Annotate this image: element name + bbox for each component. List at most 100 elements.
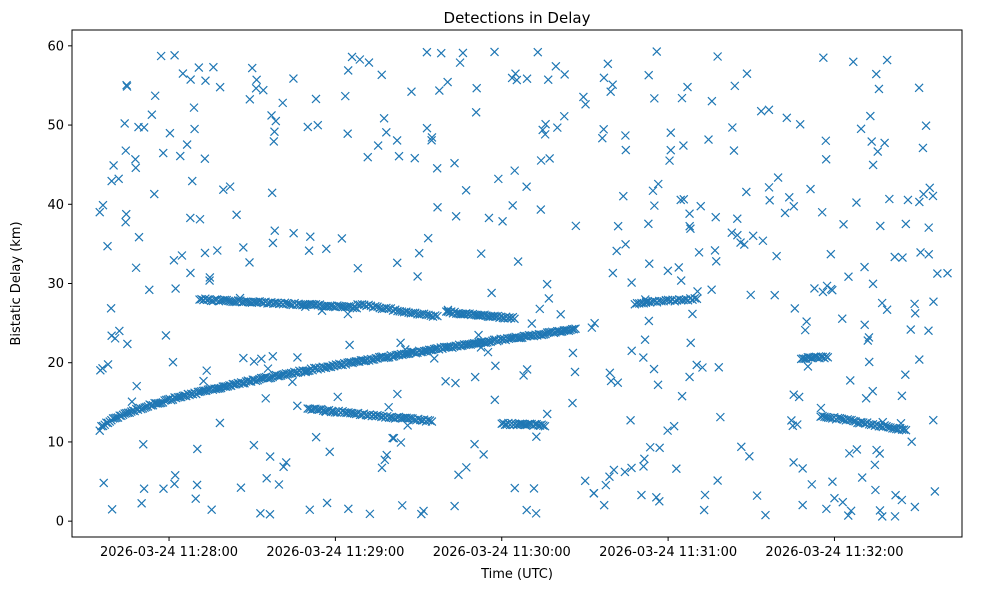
data-point-marker	[379, 304, 389, 314]
data-point-marker	[603, 59, 613, 69]
data-point-marker	[880, 138, 890, 148]
data-point-marker	[199, 376, 208, 386]
data-point-marker	[758, 236, 768, 246]
data-point-marker	[228, 297, 237, 307]
data-point-marker	[838, 497, 848, 507]
data-point-marker	[441, 376, 451, 386]
data-point-marker	[537, 330, 547, 340]
data-point-marker	[422, 47, 432, 57]
data-point-marker	[431, 344, 441, 354]
data-point-marker	[150, 91, 160, 101]
data-point-marker	[377, 463, 387, 473]
data-point-marker	[882, 55, 892, 65]
data-point-marker	[597, 133, 607, 143]
data-point-marker	[901, 219, 911, 229]
data-point-marker	[170, 479, 179, 489]
data-point-marker	[289, 228, 299, 238]
data-point-marker	[552, 123, 562, 133]
data-point-marker	[741, 187, 751, 197]
data-point-marker	[542, 409, 552, 419]
data-point-marker	[856, 124, 866, 134]
data-point-marker	[468, 309, 478, 319]
data-point-marker	[559, 111, 569, 121]
data-point-marker	[677, 93, 687, 103]
data-point-marker	[292, 401, 302, 411]
data-point-marker	[924, 249, 934, 259]
data-point-marker	[382, 450, 392, 460]
data-point-marker	[864, 357, 874, 367]
data-point-marker	[877, 298, 887, 308]
data-point-marker	[147, 110, 157, 120]
x-tick-label: 2026-03-24 11:30:00	[433, 545, 571, 560]
data-point-marker	[513, 257, 523, 266]
data-point-marker	[160, 396, 170, 405]
data-point-marker	[484, 213, 494, 223]
data-point-marker	[613, 221, 623, 231]
data-point-marker	[443, 77, 453, 87]
data-point-marker	[527, 319, 537, 328]
data-point-marker	[930, 487, 940, 496]
data-point-marker	[605, 472, 614, 482]
data-point-marker	[746, 290, 756, 300]
data-point-marker	[874, 84, 884, 94]
data-point-marker	[373, 141, 383, 150]
data-point-marker	[620, 467, 630, 477]
data-point-marker	[388, 433, 398, 443]
data-point-marker	[425, 416, 435, 425]
data-point-marker	[861, 393, 871, 403]
data-point-marker	[559, 326, 569, 336]
data-point-marker	[443, 305, 453, 315]
data-point-marker	[531, 432, 541, 442]
data-point-marker	[580, 476, 590, 486]
data-point-marker	[410, 153, 420, 163]
data-point-marker	[156, 51, 166, 61]
data-point-marker	[353, 263, 363, 273]
data-point-marker	[669, 421, 679, 431]
data-point-marker	[337, 234, 347, 243]
data-point-marker	[794, 392, 804, 402]
data-point-marker	[806, 184, 815, 194]
data-point-marker	[571, 324, 580, 334]
data-point-marker	[694, 247, 704, 257]
data-point-marker	[98, 363, 107, 373]
data-point-marker	[638, 353, 648, 362]
data-point-marker	[300, 302, 310, 312]
data-point-marker	[858, 418, 868, 427]
data-point-marker	[461, 185, 471, 195]
data-point-marker	[415, 415, 425, 425]
data-point-marker	[377, 70, 387, 80]
data-point-marker	[890, 252, 900, 262]
data-point-marker	[914, 197, 924, 207]
data-point-marker	[490, 47, 499, 57]
data-point-marker	[510, 166, 520, 176]
data-point-marker	[560, 70, 570, 79]
data-point-marker	[103, 241, 112, 251]
data-point-marker	[245, 94, 255, 104]
data-point-marker	[651, 492, 661, 502]
data-point-marker	[414, 248, 424, 258]
data-point-marker	[556, 309, 566, 319]
data-point-marker	[474, 330, 483, 340]
data-point-marker	[800, 325, 810, 335]
data-point-marker	[348, 303, 358, 313]
data-point-marker	[898, 253, 907, 262]
data-point-marker	[498, 216, 507, 226]
data-point-marker	[137, 498, 147, 508]
data-point-marker	[875, 506, 885, 515]
data-point-marker	[510, 483, 520, 493]
data-point-marker	[649, 201, 659, 211]
data-point-marker	[772, 251, 782, 261]
data-point-marker	[542, 279, 552, 289]
x-tick-label: 2026-03-24 11:31:00	[599, 545, 737, 560]
data-point-marker	[897, 391, 907, 401]
data-point-marker	[450, 501, 460, 511]
data-point-marker	[191, 494, 201, 504]
data-point-marker	[536, 156, 546, 165]
data-point-marker	[765, 195, 775, 205]
data-point-marker	[649, 93, 659, 103]
data-point-marker	[713, 52, 723, 61]
data-point-marker	[567, 324, 577, 334]
data-point-marker	[95, 207, 105, 217]
data-point-marker	[212, 246, 222, 255]
data-point-marker	[175, 151, 185, 161]
